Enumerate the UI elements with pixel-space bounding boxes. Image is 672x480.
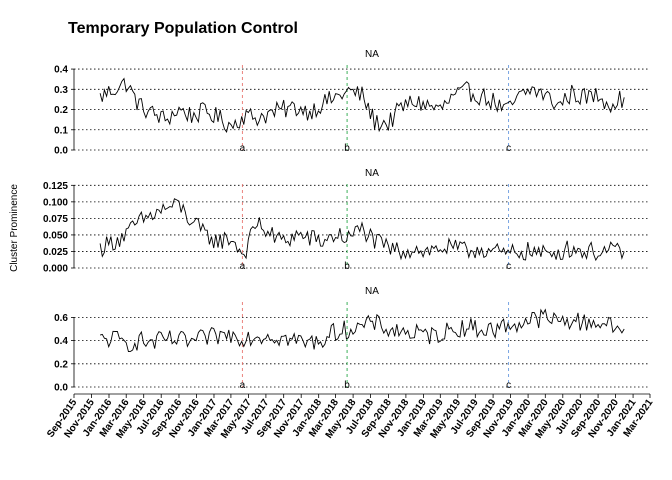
y-tick-label: 0.4 [54,336,68,347]
chart-title: Temporary Population Control [68,20,298,37]
event-label-c: c [506,380,511,391]
series-line [99,198,625,262]
panel-1: NA 0.0 0.1 0.2 0.3 0.4 a b c [54,49,650,157]
event-label-c: c [506,143,511,154]
y-tick-label: 0.050 [43,230,68,241]
x-axis: Sep-2015Nov-2015Jan-2016Mar-2016May-2016… [45,393,656,441]
panel-3: NA 0.0 0.2 0.4 0.6 a b c [54,286,650,394]
event-label-a: a [240,380,246,391]
y-tick-label: 0.2 [54,105,68,116]
panel-2: NA 0.000 0.025 0.050 0.075 0.100 0.125 a b c [43,168,650,275]
event-label-c: c [506,261,511,272]
y-axis-label: Cluster Prominence [9,184,20,272]
y-tick-label: 0.3 [54,85,68,96]
y-tick-label: 0.025 [43,247,68,258]
y-tick-label: 0.100 [43,197,68,208]
y-tick-label: 0.1 [54,125,68,136]
y-tick-label: 0.075 [43,214,68,225]
y-tick-label: 0.0 [54,146,68,157]
y-tick-label: 0.4 [54,65,68,76]
y-tick-label: 0.6 [54,313,68,324]
facet-label: NA [365,286,379,297]
y-tick-label: 0.0 [54,383,68,394]
event-label-b: b [344,380,350,391]
event-label-b: b [344,143,350,154]
facet-label: NA [365,49,379,60]
panels: NA 0.0 0.1 0.2 0.3 0.4 a b c NA 0.000 0.025 0.050 0.0… [43,49,650,394]
series-line [99,77,625,133]
series-line [99,308,625,352]
y-tick-label: 0.2 [54,359,68,370]
y-tick-label: 0.000 [43,264,68,275]
facet-label: NA [365,168,379,179]
event-label-a: a [240,261,246,272]
event-label-a: a [240,143,246,154]
event-label-b: b [344,261,350,272]
y-tick-label: 0.125 [43,181,68,192]
